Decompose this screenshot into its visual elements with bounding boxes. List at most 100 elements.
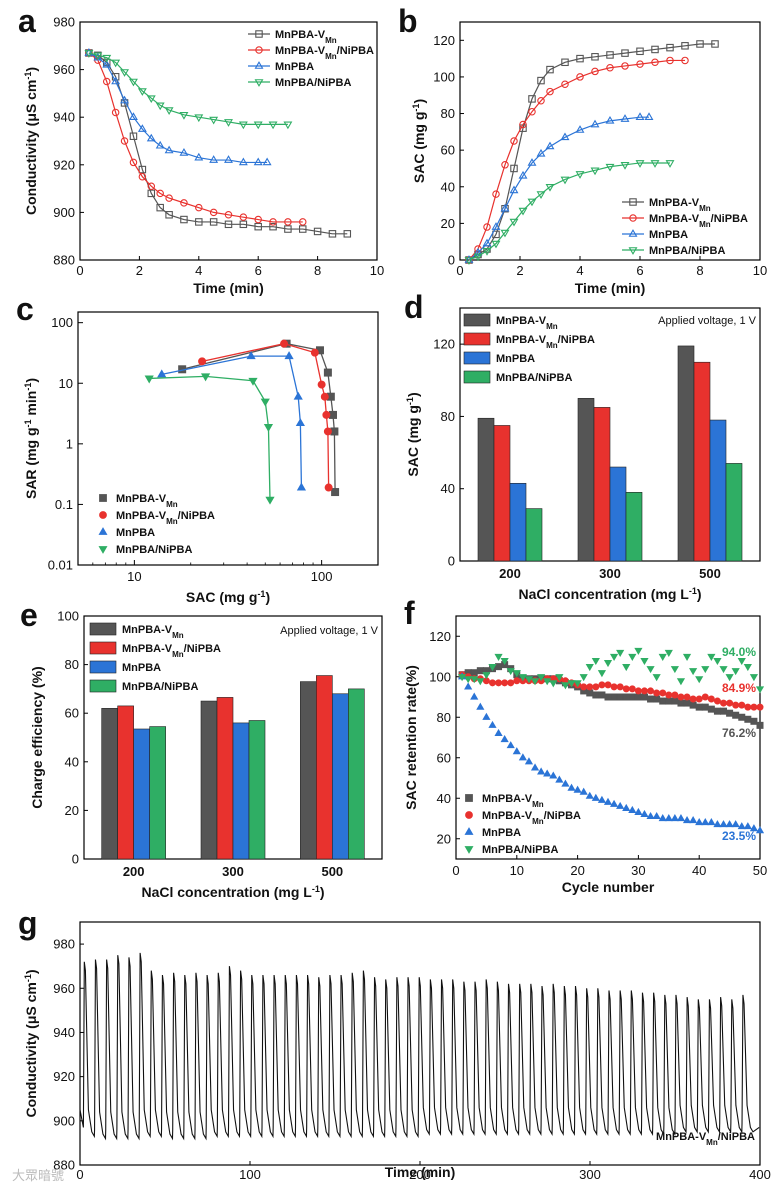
data-point — [713, 820, 722, 828]
panel-letter: d — [404, 289, 424, 325]
x-tick-label: 10 — [510, 863, 524, 878]
data-point — [560, 132, 570, 141]
data-point — [537, 674, 546, 682]
legend-swatch — [89, 660, 117, 674]
data-point — [749, 824, 759, 832]
data-point — [659, 697, 667, 705]
data-point — [640, 687, 648, 695]
data-point — [695, 818, 704, 826]
y-tick-label: 960 — [53, 981, 75, 996]
data-point — [676, 678, 686, 686]
data-point — [180, 199, 188, 207]
data-point — [317, 380, 326, 389]
data-point — [500, 229, 510, 238]
data-point — [147, 182, 156, 190]
data-point — [284, 225, 292, 233]
end-label: 94.0% — [722, 645, 756, 659]
panel-c: 10 100 0.01 0.1 1 10 100 SAC (mg g-1) SAR (mg g-… — [16, 291, 379, 605]
data-point — [651, 58, 659, 67]
data-point — [209, 218, 218, 226]
y-tick-label: 80 — [65, 657, 79, 672]
plot-frame — [79, 21, 378, 261]
data-point — [592, 683, 600, 691]
data-point — [500, 657, 509, 666]
data-point — [646, 811, 655, 820]
x-tick-label: 300 — [599, 566, 621, 581]
data-point — [102, 59, 112, 68]
legend-marker — [629, 214, 637, 222]
data-point — [537, 767, 546, 775]
data-point — [707, 653, 716, 661]
data-point — [518, 753, 527, 761]
data-point — [591, 793, 600, 801]
data-point — [750, 717, 758, 725]
legend-label: MnPBA/NiPBA — [116, 544, 192, 556]
x-tick-label: 10 — [370, 263, 384, 278]
data-point — [138, 172, 147, 181]
data-point — [576, 73, 584, 81]
data-point — [328, 410, 337, 419]
series-line — [201, 343, 330, 488]
data-point — [527, 158, 537, 166]
data-point — [640, 693, 648, 701]
data-point — [254, 222, 262, 231]
y-tick-label: 80 — [441, 106, 455, 121]
y-tick-label: 40 — [441, 179, 455, 194]
data-point — [549, 771, 558, 779]
data-point — [621, 49, 629, 57]
data-point — [755, 826, 765, 834]
x-tick-label: 300 — [579, 1167, 601, 1182]
data-point — [144, 375, 154, 384]
data-point — [492, 230, 500, 239]
y-tick-label: 40 — [437, 791, 451, 806]
data-point — [519, 120, 527, 129]
data-point — [591, 657, 600, 666]
x-tick-label: 0 — [76, 1167, 83, 1182]
data-point — [701, 666, 710, 674]
data-point — [670, 814, 679, 822]
data-point — [695, 676, 704, 684]
data-point — [653, 695, 661, 703]
data-point — [634, 693, 642, 701]
y-tick-label: 40 — [65, 754, 79, 769]
data-point — [543, 678, 552, 686]
legend-marker — [255, 30, 263, 38]
data-point — [530, 678, 540, 686]
y-tick-label: 40 — [441, 481, 455, 496]
data-point — [640, 657, 649, 666]
data-point — [573, 785, 582, 793]
data-point — [298, 218, 307, 226]
data-point — [473, 253, 483, 262]
data-point — [488, 664, 497, 672]
data-point — [677, 699, 685, 707]
bar — [725, 463, 743, 562]
data-point — [689, 816, 698, 824]
legend-label: MnPBA — [649, 229, 688, 241]
data-point — [195, 218, 203, 226]
y-tick-label: 900 — [53, 1113, 75, 1128]
bar — [316, 675, 333, 860]
data-point — [604, 693, 612, 701]
data-point — [651, 45, 659, 54]
data-point — [725, 674, 734, 682]
data-point — [246, 351, 256, 360]
data-point — [652, 674, 661, 682]
data-point — [546, 65, 554, 74]
data-point — [743, 822, 752, 830]
data-point — [622, 693, 630, 701]
data-point — [129, 158, 138, 167]
data-point — [701, 693, 709, 701]
data-point — [238, 121, 248, 130]
legend-swatch — [89, 622, 117, 636]
x-tick-label: 100 — [311, 569, 333, 584]
watermark: 大眾暗號 — [12, 1168, 64, 1183]
data-point — [495, 679, 503, 687]
data-point — [476, 678, 485, 686]
legend-label: MnPBA — [275, 61, 314, 73]
series-line — [88, 52, 268, 164]
data-point — [310, 348, 319, 357]
data-point — [518, 170, 528, 179]
legend-label: MnPBA/NiPBA — [482, 844, 558, 856]
data-point — [180, 215, 188, 224]
data-point — [239, 213, 248, 221]
